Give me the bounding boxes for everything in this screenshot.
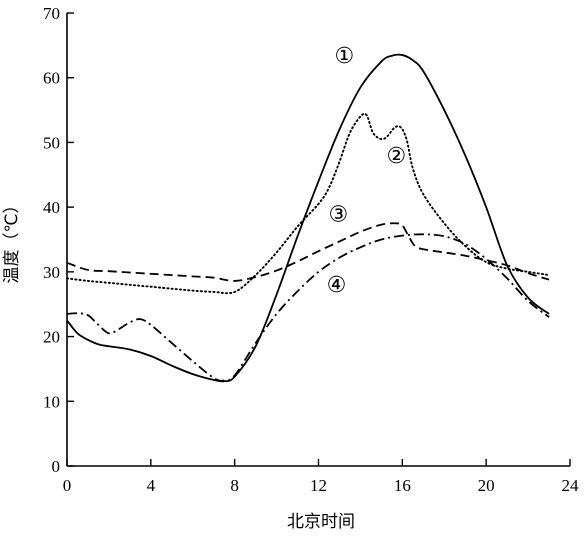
x-tick-label: 24 [562,476,580,495]
x-tick-label: 0 [63,476,72,495]
series-labels: ① ② ③ ④ [327,44,407,298]
y-tick-label: 20 [43,328,60,347]
y-axis-label: 温度（℃） [2,196,22,283]
series-line-3 [66,222,550,282]
series-line-4 [66,233,550,382]
x-tick-label: 20 [478,476,495,495]
y-tick-label: 40 [43,198,60,217]
series-lines [66,53,550,383]
y-tick-label: 10 [43,392,60,411]
x-tick-label: 16 [394,476,411,495]
x-axis-label: 北京时间 [287,512,355,532]
y-tick-label: 70 [43,4,60,23]
series-line-2 [66,112,550,295]
series-label-1: ① [334,44,354,69]
axes: 0 4 8 12 16 20 24 0 10 20 30 40 50 60 70 [43,4,579,495]
y-tick-label: 0 [52,457,61,476]
y-tick-label: 30 [43,263,60,282]
series-label-3: ③ [329,203,349,228]
x-tick-label: 4 [147,476,156,495]
x-tick-label: 12 [310,476,327,495]
y-tick-label: 60 [43,69,60,88]
series-label-4: ④ [327,273,347,298]
y-tick-label: 50 [43,133,60,152]
series-label-2: ② [386,144,406,169]
series-line-1 [66,53,550,383]
x-tick-label: 8 [230,476,239,495]
